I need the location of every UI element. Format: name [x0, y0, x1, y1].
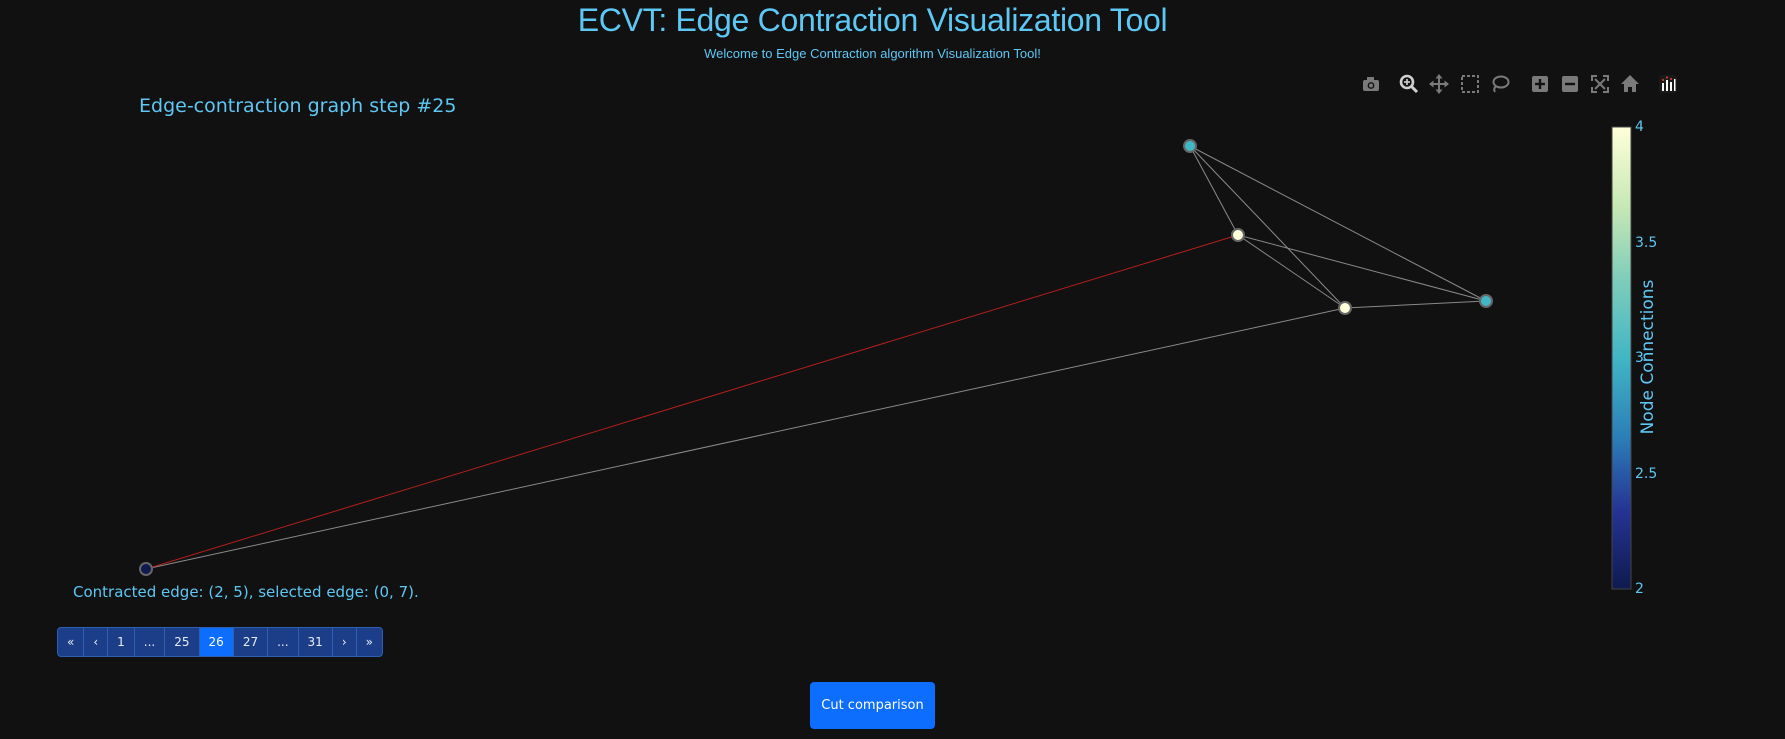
- contracted-edge: [145, 234, 1239, 570]
- zoom-icon[interactable]: [1399, 74, 1419, 94]
- page-next-button[interactable]: ›: [333, 628, 357, 656]
- box-select-icon[interactable]: [1460, 74, 1480, 94]
- page-button[interactable]: 31: [299, 628, 333, 656]
- colorbar-tick: 3.5: [1635, 234, 1658, 251]
- colorbar-tick: 2.5: [1635, 465, 1658, 482]
- zoom-in-icon[interactable]: [1530, 74, 1550, 94]
- autoscale-icon[interactable]: [1590, 74, 1610, 94]
- graph-edge: [1189, 145, 1487, 302]
- graph-edge: [1344, 300, 1487, 309]
- graph-edge: [1237, 234, 1487, 302]
- lasso-select-icon[interactable]: [1490, 74, 1510, 94]
- colorbar-tick: 2: [1635, 581, 1644, 597]
- colorbar-tick: 4: [1635, 119, 1644, 135]
- page-first-button[interactable]: «: [58, 628, 85, 656]
- colorbar: [1611, 126, 1632, 590]
- graph-node[interactable]: [1183, 139, 1197, 153]
- page-button[interactable]: 25: [165, 628, 200, 656]
- app-subtitle: Welcome to Edge Contraction algorithm Vi…: [704, 46, 1041, 61]
- graph-title: Edge-contraction graph step #25: [139, 95, 457, 117]
- graph-node[interactable]: [1338, 301, 1352, 315]
- page-button-active[interactable]: 26: [199, 628, 234, 656]
- graph-node[interactable]: [1231, 228, 1245, 242]
- colorbar-tick: 3: [1635, 350, 1644, 366]
- zoom-out-icon[interactable]: [1560, 74, 1580, 94]
- page-ellipsis[interactable]: ...: [268, 628, 299, 656]
- page-ellipsis[interactable]: ...: [135, 628, 166, 656]
- graph-node[interactable]: [139, 562, 153, 576]
- graph-edge: [1237, 234, 1346, 309]
- page-button[interactable]: 27: [234, 628, 269, 656]
- reset-axes-icon[interactable]: [1620, 74, 1640, 94]
- graph-edge: [1189, 145, 1346, 309]
- cut-comparison-button[interactable]: Cut comparison: [810, 682, 935, 729]
- pan-icon[interactable]: [1429, 74, 1449, 94]
- camera-icon[interactable]: [1361, 74, 1381, 94]
- page-prev-button[interactable]: ‹: [84, 628, 109, 656]
- graph-edge: [1189, 145, 1239, 236]
- plotly-logo-icon[interactable]: [1658, 74, 1678, 94]
- page-button[interactable]: 1: [108, 628, 135, 656]
- app-title: ECVT: Edge Contraction Visualization Too…: [577, 2, 1168, 38]
- pagination: « ‹ 1 ... 25 26 27 ... 31 › »: [57, 627, 383, 657]
- graph-edge: [145, 307, 1346, 570]
- nodes-layer: [139, 139, 1493, 576]
- edges-layer: [145, 145, 1487, 570]
- plot-modebar: [0, 74, 1785, 94]
- graph-node[interactable]: [1479, 294, 1493, 308]
- page-last-button[interactable]: »: [365, 635, 373, 649]
- contraction-status: Contracted edge: (2, 5), selected edge: …: [73, 583, 419, 601]
